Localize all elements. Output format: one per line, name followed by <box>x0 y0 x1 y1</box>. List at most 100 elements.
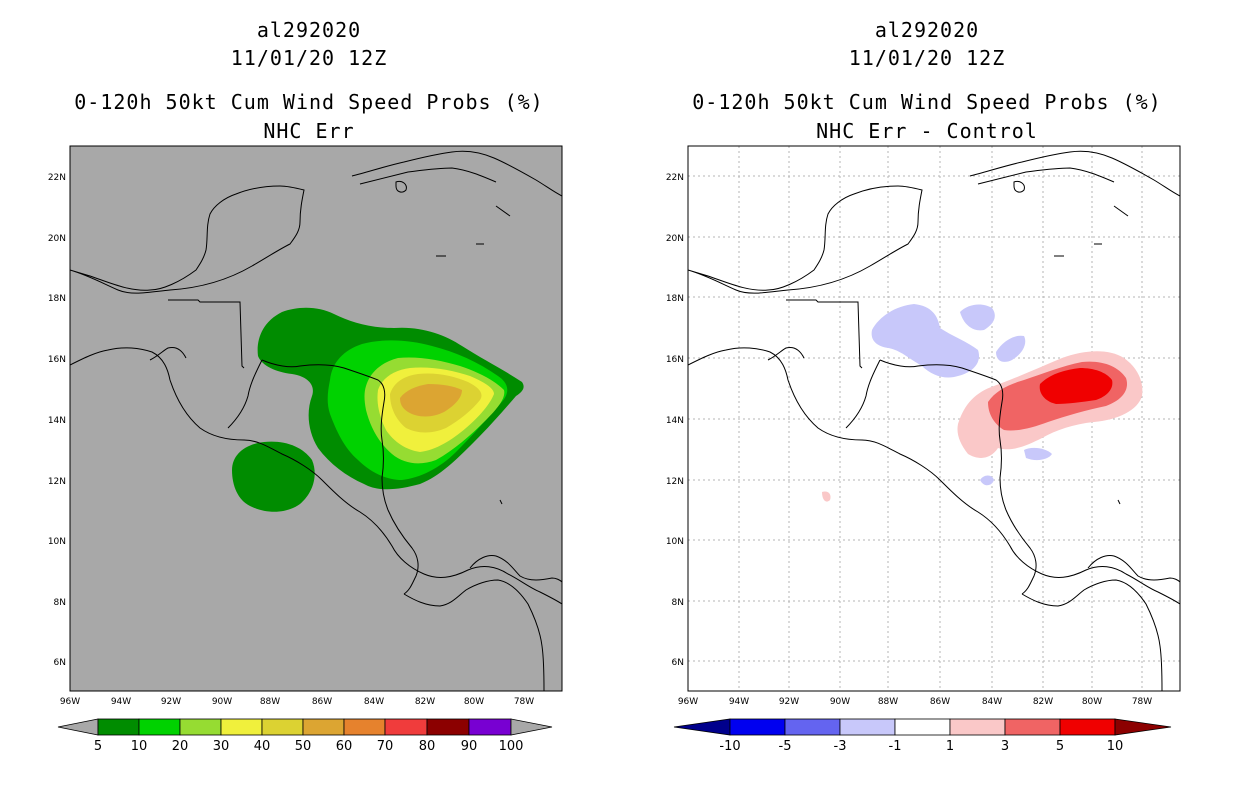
lon-label-94w: 94W <box>111 697 131 707</box>
lon-label-80w: 80W <box>1082 697 1102 707</box>
colorbar-swatch-2 <box>784 718 841 736</box>
colorbar-swatch-6 <box>302 718 345 736</box>
product-title: 0-120h 50kt Cum Wind Speed Probs (%) <box>692 90 1162 114</box>
colorbar-swatch-8 <box>384 718 428 736</box>
lat-label-12n: 12N <box>666 477 684 487</box>
lon-label-94w: 94W <box>729 697 749 707</box>
colorbar-label: 1 <box>946 739 954 754</box>
lat-label-8n: 8N <box>54 598 66 608</box>
colorbar: -10 -5 -3 -1 1 3 5 10 <box>673 718 1172 754</box>
lon-label-86w: 86W <box>312 697 332 707</box>
lon-axis: 96W 94W 92W 90W 88W 86W 84W 82W 80W 78W <box>60 697 534 707</box>
colorbar-swatch-7 <box>1059 718 1116 736</box>
colorbar-max-arrow <box>510 718 553 736</box>
map-figure: 22N 20N 18N 16N 14N 12N 10N 8N 6N 96W 94… <box>666 145 1181 754</box>
colorbar-min-arrow <box>57 718 99 736</box>
colorbar-swatch-5 <box>949 718 1006 736</box>
lat-axis: 22N 20N 18N 16N 14N 12N 10N 8N 6N <box>48 173 66 668</box>
datetime-title: 11/01/20 12Z <box>848 46 1006 70</box>
lat-label-10n: 10N <box>48 537 66 547</box>
lat-label-8n: 8N <box>672 598 684 608</box>
colorbar-label: 50 <box>295 739 312 754</box>
colorbar-label: -1 <box>889 739 902 754</box>
lat-label-22n: 22N <box>48 173 66 183</box>
lat-label-18n: 18N <box>666 294 684 304</box>
lon-label-90w: 90W <box>830 697 850 707</box>
lon-label-88w: 88W <box>878 697 898 707</box>
colorbar-label: 100 <box>499 739 524 754</box>
datetime-title: 11/01/20 12Z <box>230 46 388 70</box>
colorbar-label: -10 <box>719 739 740 754</box>
colorbar-swatch-9 <box>426 718 470 736</box>
subtitle: NHC Err <box>263 119 355 143</box>
colorbar-label: 10 <box>1107 739 1124 754</box>
lon-label-88w: 88W <box>260 697 280 707</box>
lon-label-96w: 96W <box>60 697 80 707</box>
probability-contours <box>232 307 524 512</box>
left-panel: al292020 11/01/20 12Z 0-120h 50kt Cum Wi… <box>48 18 563 754</box>
lat-label-20n: 20N <box>48 234 66 244</box>
colorbar-label: 5 <box>94 739 102 754</box>
colorbar-label: 90 <box>461 739 478 754</box>
lat-label-16n: 16N <box>666 355 684 365</box>
lat-label-6n: 6N <box>672 658 684 668</box>
lat-label-16n: 16N <box>48 355 66 365</box>
colorbar-max-arrow <box>1114 718 1172 736</box>
lon-label-78w: 78W <box>514 697 534 707</box>
colorbar-label: -3 <box>834 739 847 754</box>
right-panel: al292020 11/01/20 12Z 0-120h 50kt Cum Wi… <box>618 0 1236 800</box>
lat-label-6n: 6N <box>54 658 66 668</box>
lat-label-14n: 14N <box>666 416 684 426</box>
colorbar-label: 30 <box>213 739 230 754</box>
colorbar-swatch-7 <box>343 718 386 736</box>
colorbar-swatch-4 <box>894 718 951 736</box>
product-title: 0-120h 50kt Cum Wind Speed Probs (%) <box>74 90 544 114</box>
colorbar-label: 80 <box>419 739 436 754</box>
colorbar-swatch-1 <box>97 718 140 736</box>
lon-label-96w: 96W <box>678 697 698 707</box>
colorbar-swatch-3 <box>179 718 222 736</box>
lat-axis: 22N 20N 18N 16N 14N 12N 10N 8N 6N <box>666 173 684 668</box>
graticule <box>688 146 1180 691</box>
map-figure: 22N 20N 18N 16N 14N 12N 10N 8N 6N 96W 94… <box>48 145 563 754</box>
lon-label-82w: 82W <box>1033 697 1053 707</box>
storm-id-title: al292020 <box>874 18 980 42</box>
colorbar-swatch-5 <box>261 718 304 736</box>
lon-label-82w: 82W <box>415 697 435 707</box>
colorbar-swatch-10 <box>468 718 512 736</box>
lon-label-90w: 90W <box>212 697 232 707</box>
colorbar-swatch-1 <box>729 718 786 736</box>
colorbar-swatch-6 <box>1004 718 1061 736</box>
colorbar: 5 10 20 30 40 50 60 70 80 90 100 <box>57 718 553 754</box>
lat-label-10n: 10N <box>666 537 684 547</box>
colorbar-label: -5 <box>779 739 792 754</box>
colorbar-label: 10 <box>131 739 148 754</box>
colorbar-label: 40 <box>254 739 271 754</box>
colorbar-label: 20 <box>172 739 189 754</box>
lat-label-20n: 20N <box>666 234 684 244</box>
colorbar-label: 60 <box>336 739 353 754</box>
lon-label-92w: 92W <box>779 697 799 707</box>
storm-id-title: al292020 <box>256 18 362 42</box>
colorbar-swatch-2 <box>138 718 181 736</box>
lat-label-14n: 14N <box>48 416 66 426</box>
subtitle: NHC Err - Control <box>816 119 1038 143</box>
colorbar-swatch-3 <box>839 718 896 736</box>
lon-label-92w: 92W <box>161 697 181 707</box>
lat-label-18n: 18N <box>48 294 66 304</box>
lon-label-86w: 86W <box>930 697 950 707</box>
lon-axis: 96W 94W 92W 90W 88W 86W 84W 82W 80W 78W <box>678 697 1152 707</box>
difference-contours <box>822 304 1143 502</box>
lon-label-80w: 80W <box>464 697 484 707</box>
lat-label-22n: 22N <box>666 173 684 183</box>
colorbar-label: 70 <box>377 739 394 754</box>
lon-label-78w: 78W <box>1132 697 1152 707</box>
colorbar-label: 3 <box>1001 739 1009 754</box>
colorbar-label: 5 <box>1056 739 1064 754</box>
map-frame <box>687 145 1181 692</box>
colorbar-swatch-4 <box>220 718 263 736</box>
map-frame <box>69 145 563 692</box>
lat-label-12n: 12N <box>48 477 66 487</box>
lon-label-84w: 84W <box>982 697 1002 707</box>
lon-label-84w: 84W <box>364 697 384 707</box>
